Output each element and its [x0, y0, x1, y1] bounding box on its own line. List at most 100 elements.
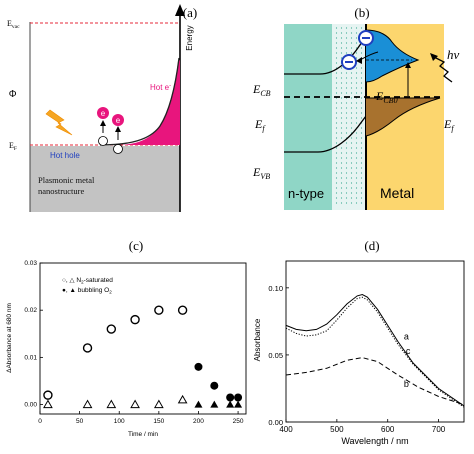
depletion-dot	[345, 82, 348, 84]
depletion-dot	[345, 172, 348, 174]
depletion-dot	[360, 47, 363, 49]
depletion-dot	[355, 87, 358, 89]
metal-label-line2: nanostructure	[38, 186, 84, 196]
depletion-dot	[350, 117, 353, 119]
depletion-dot	[350, 107, 353, 109]
depletion-dot	[360, 67, 363, 69]
depletion-dots	[335, 27, 368, 204]
depletion-dot	[340, 192, 343, 194]
chart-d-series-label-b: b	[404, 379, 409, 389]
depletion-dot	[340, 172, 343, 174]
depletion-dot	[350, 32, 353, 34]
depletion-dot	[350, 97, 353, 99]
depletion-dot	[340, 177, 343, 179]
chart-c-xlabel: Time / min	[128, 431, 158, 438]
depletion-dot	[345, 202, 348, 204]
depletion-dot	[355, 197, 358, 199]
depletion-dot	[355, 117, 358, 119]
depletion-dot	[335, 162, 338, 164]
depletion-dot	[345, 162, 348, 164]
depletion-dot	[350, 42, 353, 44]
depletion-dot	[355, 152, 358, 154]
panel-b-label: (b)	[354, 5, 369, 20]
depletion-dot	[345, 192, 348, 194]
chart-d-series-c	[285, 296, 465, 408]
depletion-dot	[360, 147, 363, 149]
chart-d-ticks: 400 500 600 700 0.00 0.05 0.10	[268, 284, 445, 434]
chart-c-ytick-label: 0.02	[24, 307, 37, 314]
chart-c-frame	[39, 262, 247, 415]
chart-d-ytick-label: 0.05	[268, 351, 283, 360]
depletion-dot	[350, 102, 353, 104]
depletion-dot	[335, 27, 338, 29]
depletion-dot	[355, 102, 358, 104]
depletion-dot	[335, 42, 338, 44]
depletion-dot	[340, 47, 343, 49]
chart-c-point-open-circle	[106, 324, 117, 334]
depletion-dot	[335, 92, 338, 94]
depletion-dot	[360, 142, 363, 144]
depletion-dot	[345, 157, 348, 159]
chart-d-xtick-label: 600	[381, 425, 395, 434]
chart-c-points	[43, 305, 243, 409]
chart-d-xtick-label: 700	[432, 425, 446, 434]
depletion-dot	[355, 107, 358, 109]
depletion-dot	[350, 112, 353, 114]
depletion-dot	[350, 147, 353, 149]
chart-c-point-filled-triangle	[210, 400, 219, 408]
chart-c-ticks: 0 50 100 150 200 250 0.00 0.01 0.02 0.03	[24, 260, 244, 425]
depletion-dot	[345, 37, 348, 39]
depletion-dot	[335, 117, 338, 119]
depletion-dot	[340, 82, 343, 84]
chart-c-point-filled-circle	[234, 393, 243, 402]
chart-c-xtick-label: 0	[38, 418, 42, 425]
depletion-dot	[335, 62, 338, 64]
energy-axis-label: Energy	[185, 25, 194, 50]
depletion-dot	[360, 82, 363, 84]
depletion-dot	[360, 92, 363, 94]
chart-c-point-open-triangle	[82, 399, 93, 409]
metal-excitation-arrowhead	[405, 62, 411, 68]
n-type-label: n-type	[288, 186, 324, 201]
depletion-dot	[335, 182, 338, 184]
depletion-dot	[360, 27, 363, 29]
depletion-dot	[340, 87, 343, 89]
depletion-dot	[350, 197, 353, 199]
chart-c-xtick-label: 200	[193, 418, 204, 425]
depletion-dot	[350, 177, 353, 179]
ecb-label: ECB	[252, 82, 271, 98]
depletion-dot	[350, 167, 353, 169]
filled-states-outline	[365, 97, 441, 137]
chart-c-legend-1: ○, △ N2-saturated	[62, 277, 113, 285]
chart-c-point-open-circle	[177, 305, 188, 315]
depletion-dot	[360, 72, 363, 74]
depletion-dot	[335, 192, 338, 194]
depletion-dot	[335, 112, 338, 114]
chart-c-ytick-label: 0.00	[24, 402, 37, 409]
depletion-dot	[335, 122, 338, 124]
depletion-dot	[355, 177, 358, 179]
depletion-dot	[335, 87, 338, 89]
depletion-dot	[360, 127, 363, 129]
depletion-dot	[350, 137, 353, 139]
chart-c-xtick-label: 250	[233, 418, 244, 425]
depletion-dot	[340, 92, 343, 94]
depletion-dot	[335, 142, 338, 144]
panel-d: (d) 400 500 600 700 0.00 0.05 0.10 ac b Wavelen…	[253, 238, 465, 446]
depletion-dot	[350, 182, 353, 184]
depletion-dot	[335, 32, 338, 34]
depletion-dot	[335, 127, 338, 129]
depletion-dot	[350, 142, 353, 144]
depletion-dot	[355, 167, 358, 169]
chart-c-xtick-label: 150	[153, 418, 164, 425]
depletion-dot	[345, 142, 348, 144]
depletion-dot	[350, 87, 353, 89]
hot-electron-2	[112, 114, 124, 126]
chart-d-series-b	[285, 357, 465, 406]
depletion-dot	[340, 147, 343, 149]
depletion-dot	[350, 27, 353, 29]
depletion-dot	[350, 122, 353, 124]
hot-electron-1	[97, 107, 109, 119]
chart-c-point-open-triangle	[130, 399, 140, 409]
depletion-dot	[355, 147, 358, 149]
